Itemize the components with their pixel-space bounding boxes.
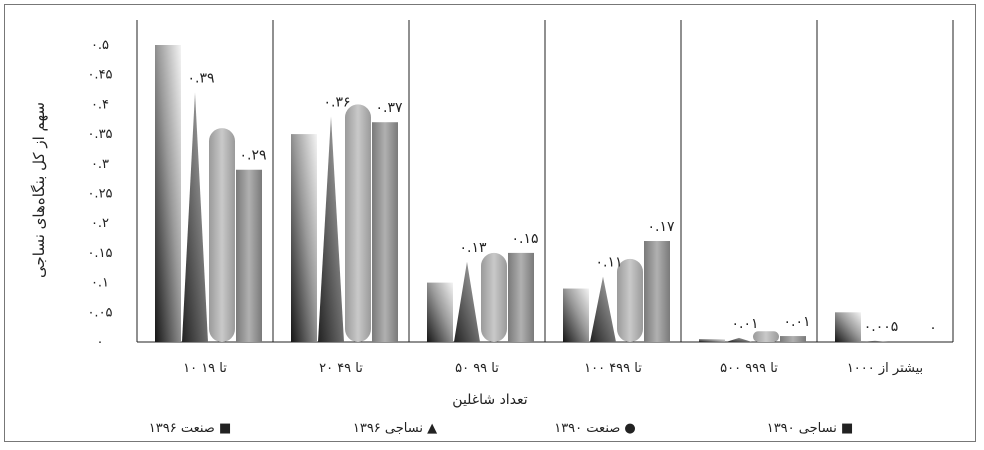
data-label: ۰.۳۹ <box>187 71 214 87</box>
bar-rounded <box>753 331 779 342</box>
data-label: ۰.۰۱ <box>731 316 758 332</box>
legend-item: نساجی ۱۳۹۰ ■ <box>767 421 854 436</box>
y-tick-label: ۰.۳ <box>91 157 109 172</box>
y-tick-label: ۰ <box>97 335 104 350</box>
data-label: ۰.۳۶ <box>323 94 350 110</box>
bar-triangle <box>454 261 480 342</box>
x-tick-label: ۱۰ تا ۱۹ <box>183 361 227 376</box>
x-axis-title: تعداد شاغلین <box>452 392 528 408</box>
y-tick-label: ۰.۴۵ <box>87 68 112 83</box>
axes: ۰ ۰.۰۵ ۰.۱ ۰.۱۵ ۰.۲ ۰.۲۵ ۰.۳ ۰.۳۵ ۰.۴ ۰.۴۵ ۰.۵ ۱۰ ت… <box>87 20 954 376</box>
data-label: ۰.۳۷ <box>375 100 402 116</box>
y-tick-label: ۰.۴ <box>91 97 109 112</box>
chart-frame <box>4 4 976 442</box>
bar-triangle <box>182 92 208 343</box>
y-tick-label: ۰.۰۵ <box>87 305 112 320</box>
bar-gradient <box>427 282 453 342</box>
bar-square <box>508 252 534 342</box>
y-tick-label: ۰.۲ <box>91 216 109 231</box>
legend: صنعت ۱۳۹۶ ■ نساجی ۱۳۹۶ ▲ صنعت ۱۳۹۰ ● نساجی … <box>149 421 854 436</box>
legend-item: صنعت ۱۳۹۶ ■ <box>149 421 232 436</box>
data-label: ۰.۱۵ <box>511 231 538 247</box>
bar-gradient <box>835 312 861 342</box>
bar-square <box>644 241 670 342</box>
data-label: ۰ <box>929 320 937 336</box>
x-tick-label: بیشتر از ۱۰۰۰ <box>847 361 923 376</box>
x-tick-label: ۵۰۰ تا ۹۹۹ <box>720 361 778 376</box>
data-labels: ۰.۳۹ ۰.۲۹ ۰.۳۶ ۰.۳۷ ۰.۱۳ ۰.۱۵ ۰.۱۱ ۰.۱۷ ۰.۰۱ ۰.۰۱… <box>187 71 936 336</box>
x-tick-label: ۲۰ تا ۴۹ <box>319 361 363 376</box>
bar-triangle <box>590 276 616 342</box>
y-tick-label: ۰.۱۵ <box>87 246 112 261</box>
legend-item: نساجی ۱۳۹۶ ▲ <box>353 421 437 436</box>
y-tick-label: ۰.۱ <box>91 276 109 291</box>
legend-item: صنعت ۱۳۹۰ ● <box>554 421 636 436</box>
bar-gradient <box>155 45 181 342</box>
data-label: ۰.۱۷ <box>647 219 674 235</box>
data-label: ۰.۲۹ <box>239 148 266 164</box>
bar-square <box>372 122 398 342</box>
bar-square <box>236 169 262 342</box>
data-label: ۰.۰۰۵ <box>864 319 899 335</box>
bar-rounded <box>617 258 643 342</box>
y-tick-label: ۰.۳۵ <box>87 127 112 142</box>
x-tick-label: ۵۰ تا ۹۹ <box>455 361 499 376</box>
bar-gradient <box>563 288 589 342</box>
bar-rounded <box>345 104 371 343</box>
y-tick-label: ۰.۵ <box>91 38 109 53</box>
bar-rounded <box>209 128 235 342</box>
bar-rounded <box>481 252 507 342</box>
bar-gradient <box>291 134 317 342</box>
y-tick-label: ۰.۲۵ <box>87 187 112 202</box>
bar-triangle <box>862 340 888 342</box>
x-tick-label: ۱۰۰ تا ۴۹۹ <box>584 361 642 376</box>
data-label: ۰.۱۱ <box>595 255 622 271</box>
bars <box>155 45 888 343</box>
y-axis-title: سهم از کل بنگاه‌های نساجی <box>30 102 48 278</box>
bar-square <box>780 336 806 342</box>
data-label: ۰.۰۱ <box>783 314 810 330</box>
data-label: ۰.۱۳ <box>459 240 486 256</box>
bar-triangle <box>318 116 344 342</box>
bar-gradient <box>699 339 725 342</box>
bar-triangle <box>726 337 752 342</box>
